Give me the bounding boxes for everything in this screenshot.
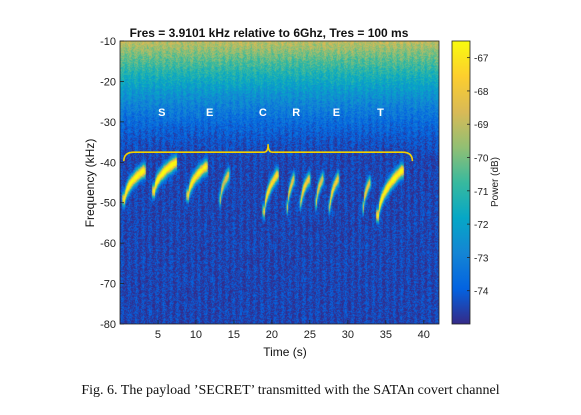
chart-title: Fres = 3.9101 kHz relative to 6Ghz, Tres…: [130, 26, 409, 40]
colorbar-tick-label: -74: [474, 287, 489, 298]
colorbar: -67 -68 -69 -70 -71 -72 -73 -74 Power (dB): [451, 40, 501, 325]
y-axis: -10 -20 -30 -40 -50 -60 -70 -80: [100, 36, 124, 331]
payload-letter: R: [292, 107, 300, 119]
y-tick-label: -60: [100, 238, 116, 250]
payload-brace: [122, 144, 414, 162]
spectrogram-chart: Fres = 3.9101 kHz relative to 6Ghz, Tres…: [83, 26, 501, 359]
x-tick-label: 35: [380, 329, 392, 341]
y-tick-label: -40: [100, 157, 116, 169]
x-tick-label: 25: [304, 329, 316, 341]
colorbar-tick-label: -68: [474, 87, 489, 98]
colorbar-tick-label: -69: [474, 120, 489, 131]
y-tick-label: -30: [100, 117, 116, 129]
x-tick-label: 30: [342, 329, 354, 341]
payload-letter: C: [259, 107, 267, 119]
colorbar-gradient: [451, 40, 471, 325]
colorbar-tick-label: -72: [474, 220, 489, 231]
plot-area: [119, 40, 440, 325]
x-tick-label: 15: [228, 329, 240, 341]
payload-letter: E: [206, 107, 213, 119]
x-tick-label: 40: [418, 329, 430, 341]
x-tick-label: 5: [155, 329, 161, 341]
payload-letter: E: [333, 107, 340, 119]
spectrogram-heatmap: [120, 41, 439, 324]
payload-letter: T: [377, 107, 384, 119]
y-tick-label: -10: [100, 36, 116, 48]
figure-caption: Fig. 6. The payload ’SECRET’ transmitted…: [81, 383, 500, 398]
y-axis-label: Frequency (kHz): [83, 139, 97, 228]
x-tick-label: 10: [190, 329, 202, 341]
colorbar-ticks: -67 -68 -69 -70 -71 -72 -73 -74: [467, 54, 489, 298]
colorbar-tick-label: -73: [474, 253, 489, 264]
y-tick-label: -20: [100, 76, 116, 88]
y-tick-label: -80: [100, 319, 116, 331]
colorbar-tick-label: -71: [474, 187, 489, 198]
x-axis: 5 10 15 20 25 30 35 40: [155, 320, 430, 341]
payload-letter: S: [158, 107, 165, 119]
y-tick-label: -50: [100, 198, 116, 210]
y-tick-label: -70: [100, 279, 116, 291]
x-axis-label: Time (s): [263, 345, 307, 359]
colorbar-tick-label: -70: [474, 154, 489, 165]
x-tick-label: 20: [266, 329, 278, 341]
spectrogram-figure: Fres = 3.9101 kHz relative to 6Ghz, Tres…: [83, 26, 501, 359]
colorbar-tick-label: -67: [474, 54, 489, 65]
colorbar-label: Power (dB): [490, 157, 501, 207]
plot-frame: [119, 40, 440, 325]
